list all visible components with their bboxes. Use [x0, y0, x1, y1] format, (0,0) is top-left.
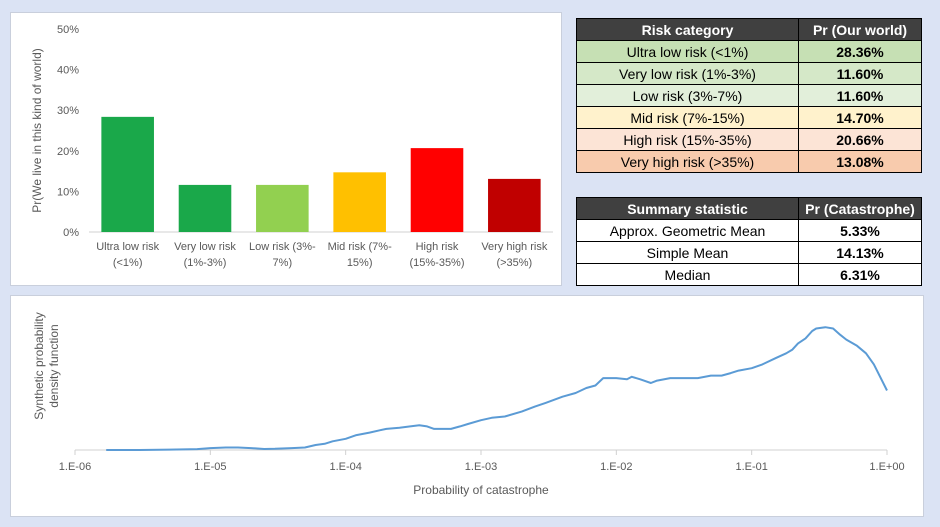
x-tick-label: 1.E-06: [59, 461, 91, 473]
summary-statistic-table: Summary statistic Pr (Catastrophe) Appro…: [576, 197, 922, 286]
risk-probability-cell: 20.66%: [798, 128, 922, 151]
summary-table-header-statistic: Summary statistic: [576, 197, 799, 220]
risk-category-table: Risk category Pr (Our world) Ultra low r…: [576, 18, 922, 173]
x-tick-label: (1%-3%): [184, 257, 227, 269]
risk-category-cell: Very high risk (>35%): [576, 150, 799, 173]
y-tick-label: 30%: [57, 105, 79, 117]
y-tick-label: 50%: [57, 24, 79, 36]
x-axis-title: Probability of catastrophe: [413, 483, 549, 497]
risk-table-row: Very low risk (1%-3%) 11.60%: [576, 62, 922, 85]
risk-category-cell: High risk (15%-35%): [576, 128, 799, 151]
y-tick-label: 0%: [63, 227, 79, 239]
bar: [101, 116, 154, 232]
x-tick-label: 15%): [347, 257, 373, 269]
probability-density-line-chart: 1.E-06 1.E-05 1.E-04 1.E-03 1.E-02 1.E-01 1.E+…: [32, 312, 905, 497]
bar: [488, 178, 541, 232]
x-tick-label: Very high risk: [481, 241, 548, 253]
x-tick-label: (15%-35%): [409, 257, 464, 269]
risk-category-cell: Mid risk (7%-15%): [576, 106, 799, 129]
y-tick-label: 10%: [57, 186, 79, 198]
summary-table-header-probability: Pr (Catastrophe): [798, 197, 922, 220]
x-tick-label: High risk: [416, 241, 459, 253]
x-tick-label: Very low risk: [174, 241, 236, 253]
x-tick-label: 1.E-05: [194, 461, 226, 473]
risk-table-header-category: Risk category: [576, 18, 799, 41]
summary-statistic-cell: Simple Mean: [576, 241, 799, 264]
summary-value-cell: 6.31%: [798, 263, 922, 286]
summary-statistic-cell: Approx. Geometric Mean: [576, 219, 799, 242]
risk-probability-cell: 11.60%: [798, 84, 922, 107]
x-tick-label: Ultra low risk: [96, 241, 159, 253]
risk-table-row: Ultra low risk (<1%) 28.36%: [576, 40, 922, 63]
risk-category-cell: Very low risk (1%-3%): [576, 62, 799, 85]
risk-category-cell: Low risk (3%-7%): [576, 84, 799, 107]
bar: [333, 172, 386, 232]
risk-probability-cell: 28.36%: [798, 40, 922, 63]
summary-table-row: Simple Mean 14.13%: [576, 241, 922, 264]
x-tick-label: 1.E+00: [869, 461, 904, 473]
x-tick-label: 7%): [273, 257, 293, 269]
y-axis-title: Pr(We live in this kind of world): [30, 48, 44, 213]
risk-probability-cell: 14.70%: [798, 106, 922, 129]
summary-table-row: Approx. Geometric Mean 5.33%: [576, 219, 922, 242]
bar: [178, 184, 232, 232]
summary-statistic-cell: Median: [576, 263, 799, 286]
x-tick-label: 1.E-02: [600, 461, 632, 473]
risk-probability-cell: 11.60%: [798, 62, 922, 85]
summary-value-cell: 5.33%: [798, 219, 922, 242]
risk-category-bar-chart: 0% 10% 20% 30% 40% 50% Ultra low risk (<1%) Very…: [30, 24, 553, 269]
risk-category-cell: Ultra low risk (<1%): [576, 40, 799, 63]
x-tick-label: 1.E-01: [735, 461, 767, 473]
risk-table-header-probability: Pr (Our world): [798, 18, 922, 41]
density-chart-panel: 1.E-06 1.E-05 1.E-04 1.E-03 1.E-02 1.E-01 1.E+…: [10, 295, 924, 517]
y-tick-label: 20%: [57, 146, 79, 158]
summary-table-row: Median 6.31%: [576, 263, 922, 286]
summary-table-header-row: Summary statistic Pr (Catastrophe): [576, 197, 922, 220]
risk-table-header-row: Risk category Pr (Our world): [576, 18, 922, 41]
x-tick-label: 1.E-03: [465, 461, 497, 473]
x-tick-label: 1.E-04: [329, 461, 361, 473]
bar: [256, 184, 309, 232]
y-axis-title: density function: [47, 324, 61, 407]
summary-value-cell: 14.13%: [798, 241, 922, 264]
x-tick-label: Mid risk (7%-: [328, 241, 393, 253]
y-tick-label: 40%: [57, 65, 79, 77]
x-tick-label: (<1%): [113, 257, 143, 269]
bar-chart-panel: 0% 10% 20% 30% 40% 50% Ultra low risk (<1%) Very…: [10, 12, 562, 286]
risk-table-row: Low risk (3%-7%) 11.60%: [576, 84, 922, 107]
x-tick-label: Low risk (3%-: [249, 241, 316, 253]
risk-table-row: Mid risk (7%-15%) 14.70%: [576, 106, 922, 129]
risk-table-row: High risk (15%-35%) 20.66%: [576, 128, 922, 151]
y-axis-title: Synthetic probability: [32, 312, 46, 419]
risk-table-row: Very high risk (>35%) 13.08%: [576, 150, 922, 173]
bar: [410, 148, 464, 232]
density-series-line: [106, 326, 888, 451]
risk-probability-cell: 13.08%: [798, 150, 922, 173]
x-tick-label: (>35%): [496, 257, 532, 269]
